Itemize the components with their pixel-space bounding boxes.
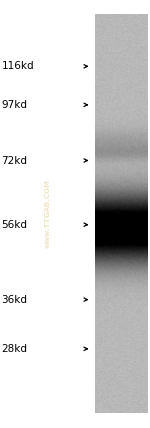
Text: 56kd: 56kd	[2, 220, 27, 230]
Text: 97kd: 97kd	[2, 100, 27, 110]
Text: www.TTGAB.COM: www.TTGAB.COM	[45, 179, 51, 249]
Text: 72kd: 72kd	[2, 155, 27, 166]
Text: 28kd: 28kd	[2, 344, 27, 354]
Text: 116kd: 116kd	[2, 61, 34, 71]
Text: 36kd: 36kd	[2, 294, 27, 305]
